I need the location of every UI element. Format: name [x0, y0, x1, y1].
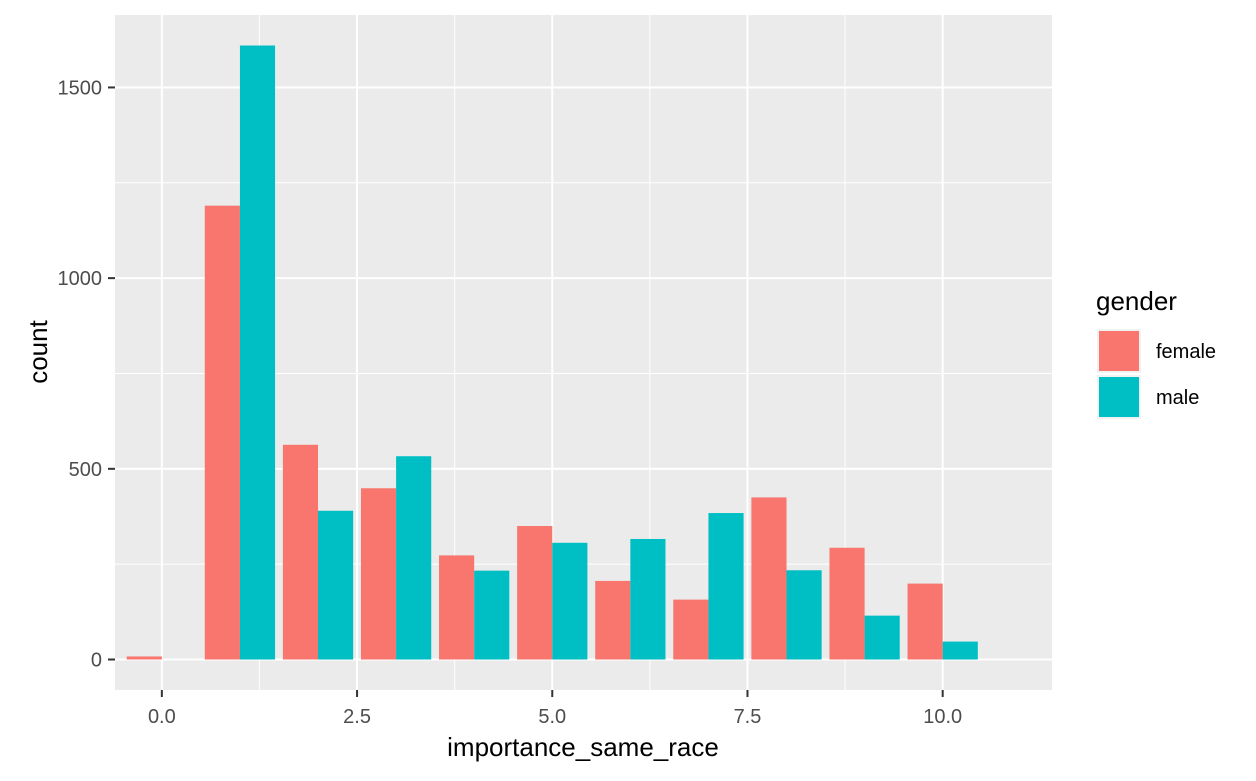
- x-tick-label: 2.5: [343, 706, 371, 728]
- y-axis-ticks: 0 500 1000 1500: [58, 77, 115, 671]
- bar-male-3: [396, 456, 432, 660]
- bar-female-2: [282, 444, 319, 660]
- x-axis-ticks: 0.0 2.5 5.0 7.5 10.0: [148, 690, 962, 728]
- bar-male-2: [318, 510, 354, 660]
- legend-key-female: [1099, 331, 1139, 371]
- y-tick-label: 0: [91, 649, 102, 671]
- legend-title: gender: [1096, 286, 1177, 316]
- legend: gender female male: [1096, 286, 1216, 419]
- legend-items: female male: [1097, 329, 1216, 419]
- bar-female-10: [907, 583, 943, 660]
- y-tick-label: 500: [69, 459, 102, 481]
- x-axis-title: importance_same_race: [447, 732, 719, 762]
- y-axis-title: count: [23, 319, 53, 383]
- bars: [126, 45, 978, 660]
- legend-label-male: male: [1156, 387, 1199, 409]
- x-tick-label: 0.0: [148, 706, 176, 728]
- bar-male-7: [708, 513, 744, 660]
- y-tick-label: 1000: [58, 268, 103, 290]
- x-tick-label: 7.5: [734, 706, 762, 728]
- y-tick-label: 1500: [58, 77, 103, 99]
- x-tick-label: 10.0: [923, 706, 962, 728]
- bar-male-10: [942, 641, 978, 660]
- legend-key-male: [1099, 377, 1139, 417]
- legend-label-female: female: [1156, 341, 1216, 363]
- bar-female-6: [595, 580, 631, 660]
- bar-male-1: [239, 45, 276, 660]
- bar-male-8: [786, 570, 822, 660]
- bar-male-9: [864, 615, 900, 660]
- x-tick-label: 5.0: [538, 706, 566, 728]
- bar-female-7: [673, 599, 709, 660]
- bar-female-5: [517, 526, 553, 660]
- bar-female-3: [360, 488, 397, 660]
- bar-female-4: [439, 555, 475, 660]
- bar-female-1: [204, 205, 240, 660]
- bar-female-9: [829, 547, 865, 660]
- bar-male-6: [630, 538, 666, 660]
- bar-female-0: [126, 656, 162, 660]
- bar-male-4: [474, 570, 510, 660]
- bar-female-8: [751, 497, 787, 660]
- bar-male-5: [552, 542, 588, 660]
